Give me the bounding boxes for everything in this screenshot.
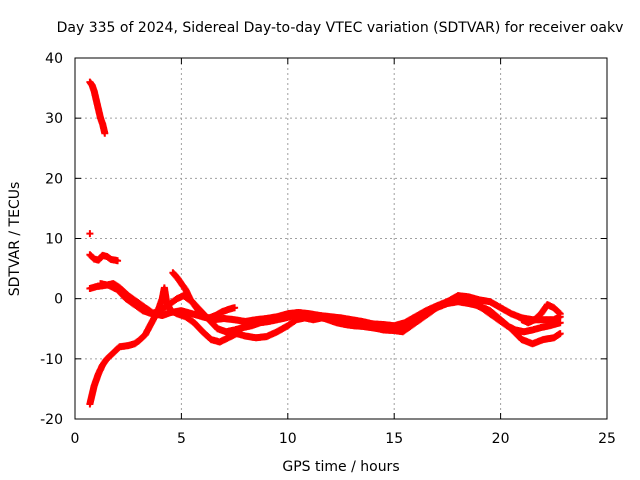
data-point [231,304,239,312]
series-track-1 [86,78,109,137]
data-point [556,319,564,327]
data-point [114,257,122,265]
y-tick-label: 0 [54,292,63,308]
x-axis-label: GPS time / hours [282,459,399,475]
data-point [555,309,563,317]
data-point [556,330,564,338]
x-tick-label: 25 [598,431,616,447]
chart-title: Day 335 of 2024, Sidereal Day-to-day VTE… [57,20,624,36]
y-axis-label: SDTVAR / TECUs [7,182,23,297]
data-point [101,129,109,137]
data-points [86,78,564,408]
y-tick-label: 40 [45,51,63,67]
series-track-8 [518,301,564,327]
grid [75,58,607,419]
data-point [556,310,564,318]
x-tick-label: 5 [177,431,186,447]
series-track-6 [97,280,564,336]
data-point [86,230,94,238]
y-tick-label: 30 [45,111,63,127]
y-tick-label: -10 [40,352,63,368]
axis-ticks: 0 5 10 15 20 25 -20 -10 0 10 20 30 40 [40,51,616,447]
series-track-3 [86,251,122,265]
series-track-2 [86,230,94,238]
series-track-7 [169,269,239,322]
y-tick-label: 10 [45,232,63,248]
y-tick-label: -20 [40,412,63,428]
x-tick-label: 0 [71,431,80,447]
y-tick-label: 20 [45,171,63,187]
x-tick-label: 10 [279,431,297,447]
x-tick-label: 20 [492,431,510,447]
x-tick-label: 15 [385,431,403,447]
